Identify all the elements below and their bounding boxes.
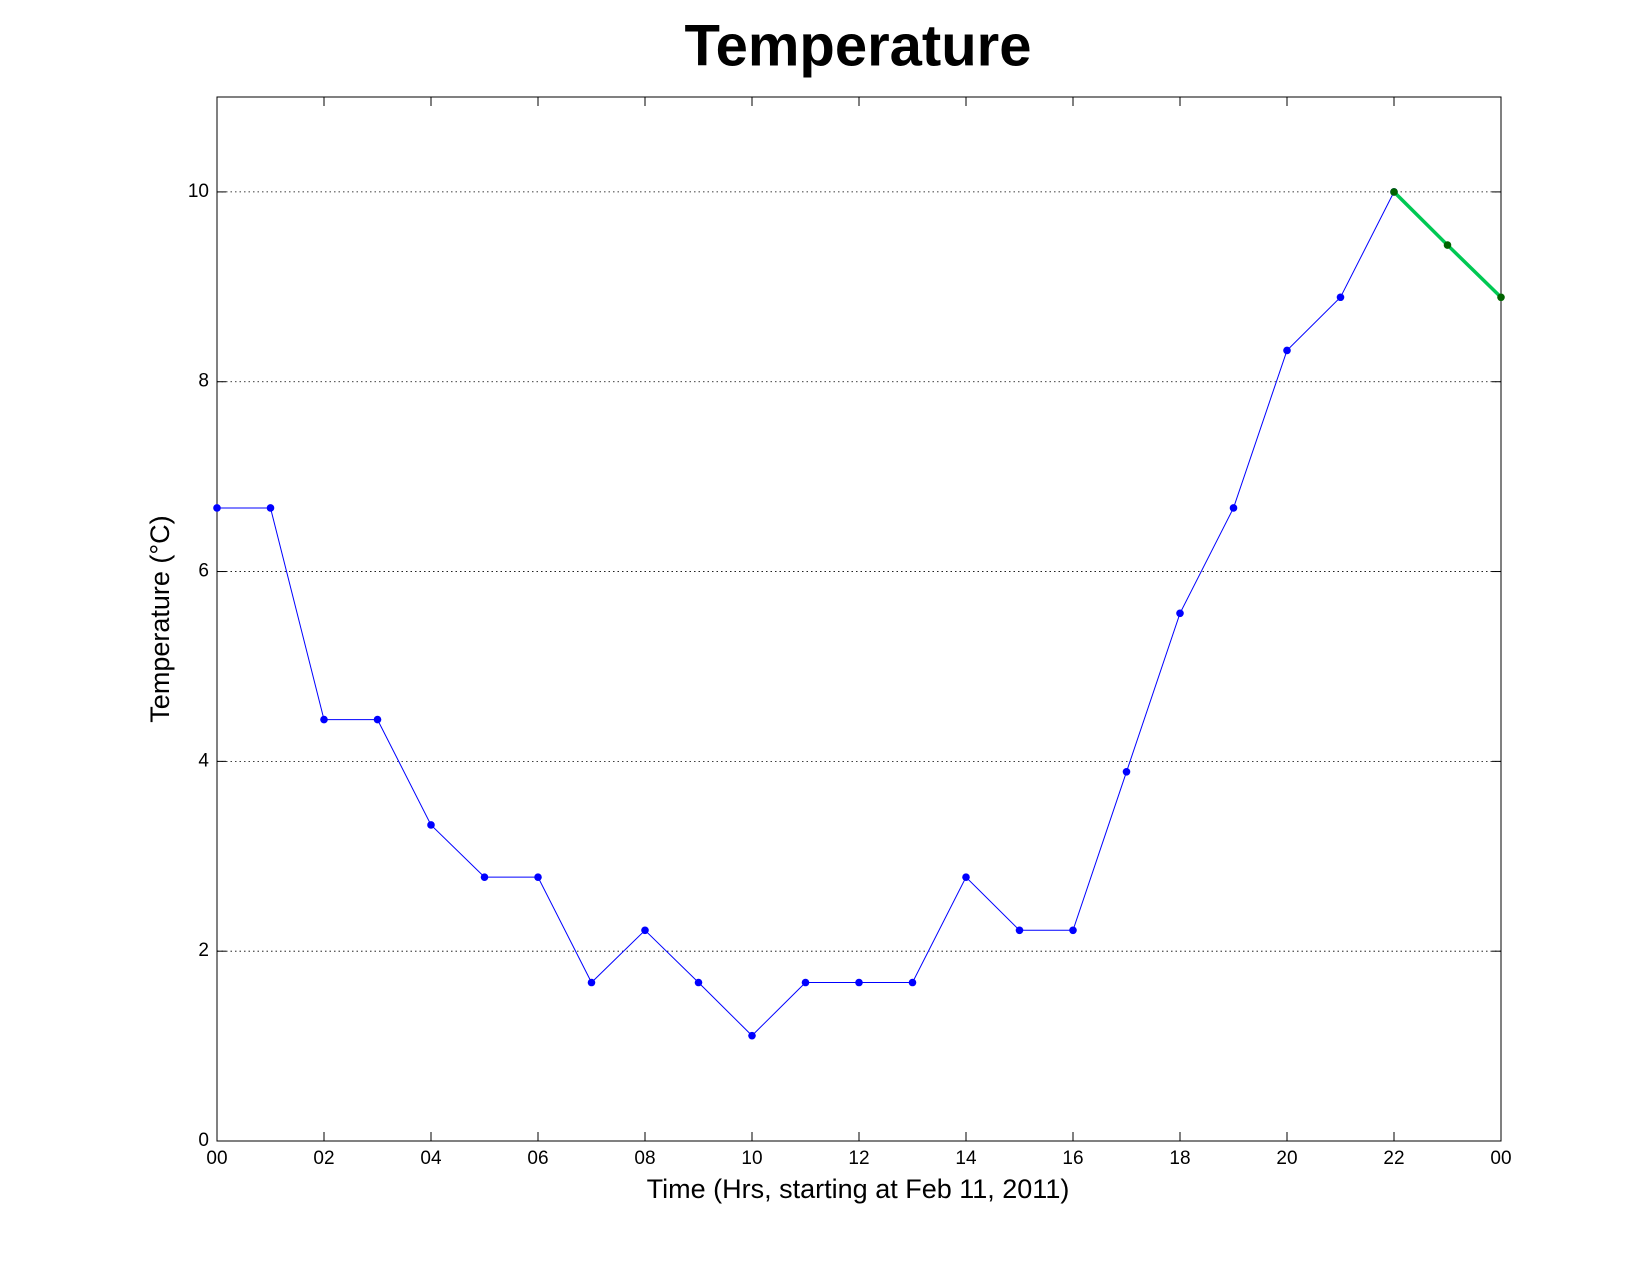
x-tick-label: 02 xyxy=(313,1148,334,1169)
x-tick-label: 12 xyxy=(848,1148,869,1169)
y-tick-label: 8 xyxy=(198,371,209,392)
x-tick-label: 08 xyxy=(634,1148,655,1169)
plot-frame xyxy=(216,96,1502,1142)
y-tick-label: 6 xyxy=(198,561,209,582)
data-point xyxy=(1176,609,1184,618)
data-point xyxy=(1336,293,1345,302)
data-point xyxy=(587,978,596,987)
data-point xyxy=(1283,346,1291,355)
data-point xyxy=(373,715,382,724)
data-point xyxy=(962,873,970,881)
x-tick-label: 14 xyxy=(955,1148,977,1169)
x-tick-label: 00 xyxy=(206,1148,227,1169)
data-point xyxy=(480,873,489,881)
data-point xyxy=(1229,504,1238,512)
data-point xyxy=(694,978,703,987)
data-point xyxy=(320,715,328,724)
x-tick-label: 10 xyxy=(741,1148,762,1169)
data-point xyxy=(908,978,917,987)
data-point xyxy=(1443,241,1452,249)
data-point xyxy=(641,926,649,935)
x-tick-label: 06 xyxy=(527,1148,548,1169)
y-axis-label: Temperature (°C) xyxy=(145,515,175,722)
data-point xyxy=(748,1031,756,1040)
data-point xyxy=(855,978,863,987)
x-tick-label: 18 xyxy=(1169,1148,1190,1169)
data-point xyxy=(266,504,275,512)
chart-title: Temperature xyxy=(684,13,1031,78)
x-axis-label: Time (Hrs, starting at Feb 11, 2011) xyxy=(647,1174,1070,1204)
x-tick-label: 20 xyxy=(1276,1148,1297,1169)
y-tick-label: 0 xyxy=(198,1130,209,1151)
x-tick-label: 22 xyxy=(1383,1148,1404,1169)
data-point xyxy=(801,978,810,987)
data-point xyxy=(1390,188,1398,196)
data-point xyxy=(213,504,221,512)
x-tick-label: 00 xyxy=(1490,1148,1511,1169)
data-point xyxy=(427,821,435,829)
data-point xyxy=(1497,293,1505,302)
data-point xyxy=(1122,768,1131,776)
data-point xyxy=(534,873,542,881)
y-tick-label: 2 xyxy=(198,940,209,961)
data-point xyxy=(1069,926,1077,935)
x-tick-label: 16 xyxy=(1062,1148,1083,1169)
y-tick-label: 4 xyxy=(198,750,209,771)
data-point xyxy=(1015,926,1024,935)
y-tick-label: 10 xyxy=(188,181,209,202)
x-tick-label: 04 xyxy=(420,1148,442,1169)
